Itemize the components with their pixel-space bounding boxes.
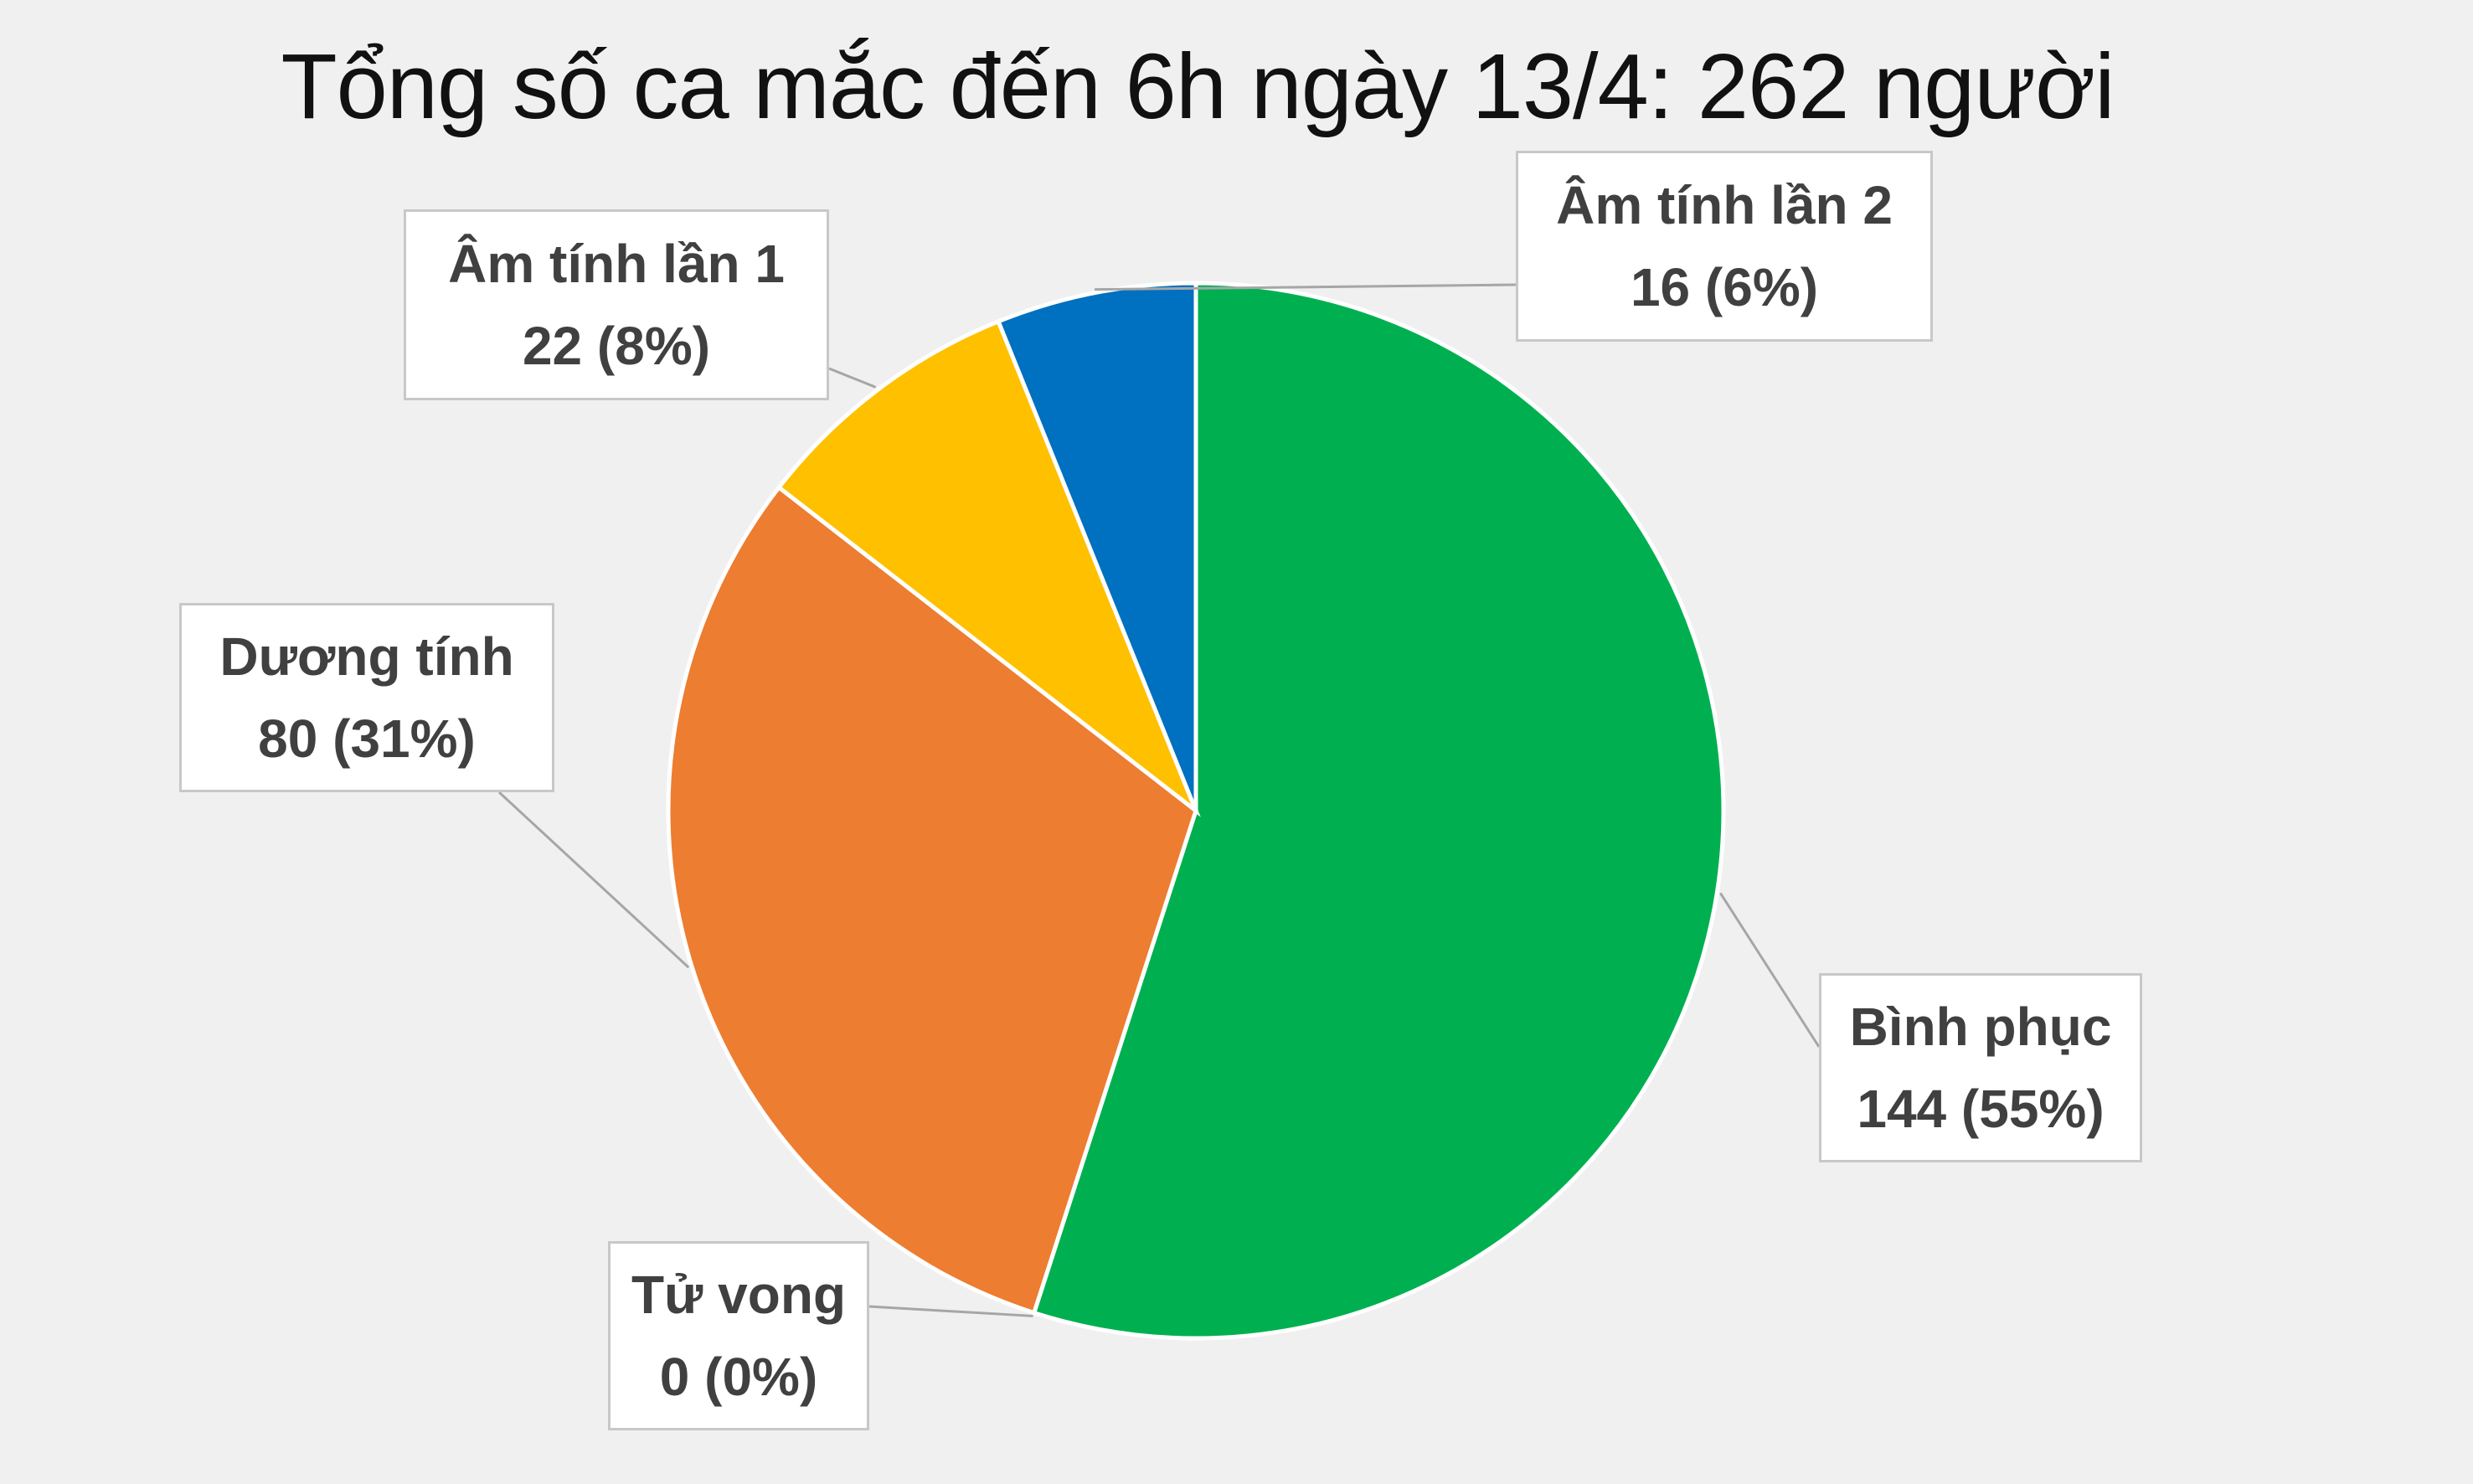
leader-line-am-tinh-lan-2 bbox=[1095, 283, 1517, 291]
label-tu-vong-value: 0 (0%) bbox=[659, 1347, 818, 1407]
label-am-tinh-lan-2-name: Âm tính lần 2 bbox=[1556, 175, 1893, 235]
leader-line-duong-tinh bbox=[497, 791, 690, 969]
leader-line-tu-vong bbox=[868, 1305, 1033, 1317]
label-tu-vong-name: Tử vong bbox=[631, 1265, 847, 1325]
label-duong-tinh-name: Dương tính bbox=[219, 626, 514, 687]
label-am-tinh-lan-1-value: 22 (8%) bbox=[522, 316, 711, 376]
label-binh-phuc: Bình phục 144 (55%) bbox=[1819, 973, 2142, 1162]
pie-slice-duong-tinh bbox=[666, 484, 1198, 1316]
label-am-tinh-lan-1-name: Âm tính lần 1 bbox=[448, 234, 785, 294]
pie-slice-am-tinh-lan-2 bbox=[995, 281, 1198, 812]
label-am-tinh-lan-2-value: 16 (6%) bbox=[1630, 257, 1819, 317]
label-duong-tinh-value: 80 (31%) bbox=[258, 709, 476, 769]
leader-line-am-tinh-lan-1 bbox=[828, 367, 877, 389]
label-binh-phuc-value: 144 (55%) bbox=[1857, 1079, 2105, 1139]
label-duong-tinh: Dương tính 80 (31%) bbox=[179, 603, 554, 792]
label-am-tinh-lan-1: Âm tính lần 1 22 (8%) bbox=[404, 209, 829, 400]
label-tu-vong: Tử vong 0 (0%) bbox=[608, 1241, 869, 1430]
pie-slice-binh-phuc bbox=[1031, 281, 1726, 1341]
chart-title: Tổng số ca mắc đến 6h ngày 13/4: 262 ngư… bbox=[281, 35, 2115, 138]
leader-line-binh-phuc bbox=[1719, 892, 1821, 1048]
label-am-tinh-lan-2: Âm tính lần 2 16 (6%) bbox=[1516, 151, 1933, 342]
pie-slice-am-tinh-lan-1 bbox=[775, 318, 1201, 817]
label-binh-phuc-name: Bình phục bbox=[1849, 997, 2112, 1057]
